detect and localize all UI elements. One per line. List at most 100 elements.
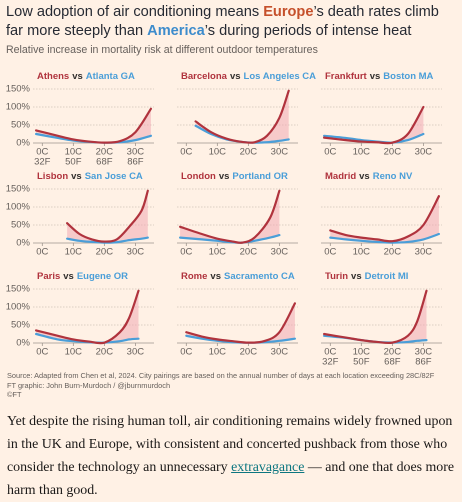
subtitle: Relative increase in mortality risk at d…	[6, 44, 318, 56]
x-tick-label: 30C	[415, 147, 433, 158]
series-line	[194, 89, 290, 144]
panel-title-separator: vs	[210, 271, 221, 282]
panel-title-europe: Lisbon	[37, 171, 68, 182]
panel-title: Rome vs Sacramento CA	[181, 271, 295, 282]
x-tick-label-secondary: 50F	[353, 357, 370, 368]
x-tick-label: 10C	[353, 147, 371, 158]
panel-title-separator: vs	[72, 71, 83, 82]
y-tick-label: 100%	[6, 102, 31, 113]
x-tick-label: 10C	[209, 247, 227, 258]
title: Low adoption of air conditioning means E…	[6, 3, 458, 41]
series-line	[179, 189, 281, 244]
panel-title-america: Detroit MI	[365, 271, 409, 282]
header: Low adoption of air conditioning means E…	[6, 3, 458, 56]
y-tick-label: 100%	[6, 302, 31, 313]
x-tick-label-secondary: 86F	[127, 157, 144, 168]
x-tick-label: 0C	[36, 247, 48, 258]
panel-title: Frankfurt vs Boston MA	[325, 71, 434, 82]
x-tick-label: 0C	[180, 247, 192, 258]
x-tick-label: 10C	[209, 347, 227, 358]
panel-title-america: Los Angeles CA	[244, 71, 317, 82]
panel-title-separator: vs	[230, 71, 241, 82]
panel: Paris vs Eugene OR 0% 50% 100% 150% 0C 10C 20C 30C	[6, 271, 154, 358]
paragraph-text: — and one that does more harm than good.	[7, 460, 455, 498]
panel-title-separator: vs	[63, 271, 74, 282]
panel: London vs Portland OR 0C 10C 20C 30C	[177, 171, 298, 258]
panel: Frankfurt vs Boston MA 0C 10C 20C 30C	[321, 71, 442, 158]
article-paragraph: Yet despite the rising human toll, air c…	[7, 410, 459, 502]
series-line	[185, 302, 296, 344]
panel: Lisbon vs San Jose CA 0% 50% 100% 150% 0C 10C 20C…	[6, 171, 154, 258]
x-tick-label: 30C	[271, 147, 289, 158]
series-line	[329, 232, 440, 244]
gap-area	[36, 290, 139, 344]
panel-title: Lisbon vs San Jose CA	[37, 171, 143, 182]
x-tick-label-secondary: 86F	[415, 357, 432, 368]
panel: Rome vs Sacramento CA 0C 10C 20C 30C	[177, 271, 298, 358]
x-tick-label: 20C	[240, 247, 258, 258]
x-tick-label: 10C	[65, 247, 83, 258]
y-tick-label: 50%	[11, 220, 31, 231]
panel-title-europe: Barcelona	[181, 71, 228, 82]
panel-title-america: San Jose CA	[85, 171, 143, 182]
panel-title: London vs Portland OR	[181, 171, 288, 182]
source-line: FT graphic: John Burn-Murdoch / @jburnmu…	[7, 380, 171, 390]
panel-title-separator: vs	[219, 171, 230, 182]
panel-title-europe: Athens	[37, 71, 69, 82]
panel-title-europe: Rome	[181, 271, 207, 282]
x-tick-label: 0C	[324, 247, 336, 258]
y-tick-label: 150%	[6, 284, 31, 295]
source-note: Source: Adapted from Chen et al, 2024. C…	[7, 371, 457, 400]
x-tick-label: 10C	[353, 247, 371, 258]
series-line	[323, 105, 425, 145]
series-line	[66, 189, 149, 243]
y-tick-label: 50%	[11, 320, 31, 331]
y-tick-label: 50%	[11, 120, 31, 131]
gap-area	[180, 190, 280, 243]
source-line: Source: Adapted from Chen et al, 2024. C…	[7, 371, 435, 380]
title-text: Low adoption of air conditioning means	[6, 4, 264, 20]
panel-title-america: Portland OR	[232, 171, 288, 182]
panel: Turin vs Detroit MI 0C 10C 20C 30C 32F 50F 68F 86F	[321, 271, 442, 368]
series-line	[35, 289, 140, 345]
x-tick-label-secondary: 32F	[322, 357, 339, 368]
panel: Barcelona vs Los Angeles CA 0C 10C 20C 30C	[177, 71, 316, 158]
panel-title-america: Sacramento CA	[224, 271, 295, 282]
x-tick-label: 30C	[127, 147, 145, 158]
panel-title-america: Boston MA	[383, 71, 433, 82]
panel: Madrid vs Reno NV 0C 10C 20C 30C	[321, 171, 442, 258]
article-link[interactable]: extravagance	[231, 460, 305, 475]
series-line	[35, 107, 152, 144]
x-tick-label-secondary: 68F	[384, 357, 401, 368]
x-tick-label: 10C	[209, 147, 227, 158]
panel-title-america: Eugene OR	[77, 271, 128, 282]
series-line	[323, 289, 428, 345]
panel-title-separator: vs	[359, 171, 370, 182]
small-multiples: Athens vs Atlanta GA 0% 50% 100% 150% 0C 10C 20C 3…	[6, 71, 442, 368]
series-line	[329, 195, 440, 243]
y-tick-label: 150%	[6, 84, 31, 95]
x-tick-label: 30C	[127, 347, 145, 358]
x-tick-label-secondary: 68F	[96, 157, 113, 168]
panel-title-europe: Madrid	[325, 171, 356, 182]
x-tick-label: 30C	[415, 347, 433, 358]
y-tick-label: 0%	[16, 138, 30, 149]
panel-title-europe: Turin	[325, 271, 348, 282]
x-tick-label: 0C	[36, 147, 48, 158]
y-tick-label: 100%	[6, 202, 31, 213]
x-tick-label: 20C	[384, 247, 402, 258]
panel-title: Turin vs Detroit MI	[325, 271, 408, 282]
x-tick-label: 0C	[180, 147, 192, 158]
x-tick-label: 0C	[180, 347, 192, 358]
panel-title-europe: Paris	[37, 271, 60, 282]
panel-title-separator: vs	[71, 171, 82, 182]
panel-title: Athens vs Atlanta GA	[37, 71, 135, 82]
panel: Athens vs Atlanta GA 0% 50% 100% 150% 0C 10C 20C 3…	[6, 71, 154, 168]
title-highlight: Europe	[263, 4, 314, 20]
x-tick-label: 10C	[65, 147, 83, 158]
x-tick-label: 10C	[353, 347, 371, 358]
y-tick-label: 0%	[16, 338, 30, 349]
panel-title-separator: vs	[370, 71, 381, 82]
title-highlight: America	[147, 23, 205, 39]
